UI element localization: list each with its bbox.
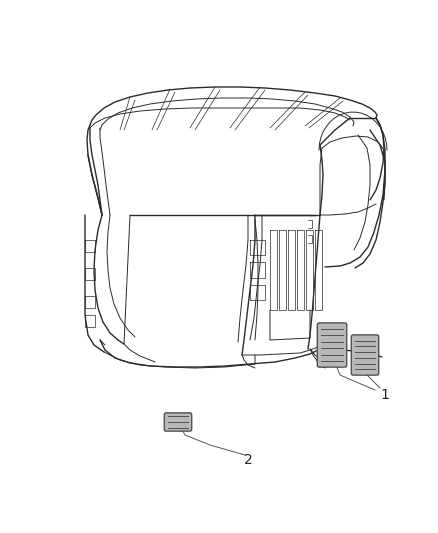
FancyBboxPatch shape (317, 323, 347, 367)
FancyBboxPatch shape (351, 335, 379, 375)
Text: 1: 1 (381, 388, 389, 402)
Text: 2: 2 (244, 453, 252, 467)
FancyBboxPatch shape (164, 413, 192, 431)
